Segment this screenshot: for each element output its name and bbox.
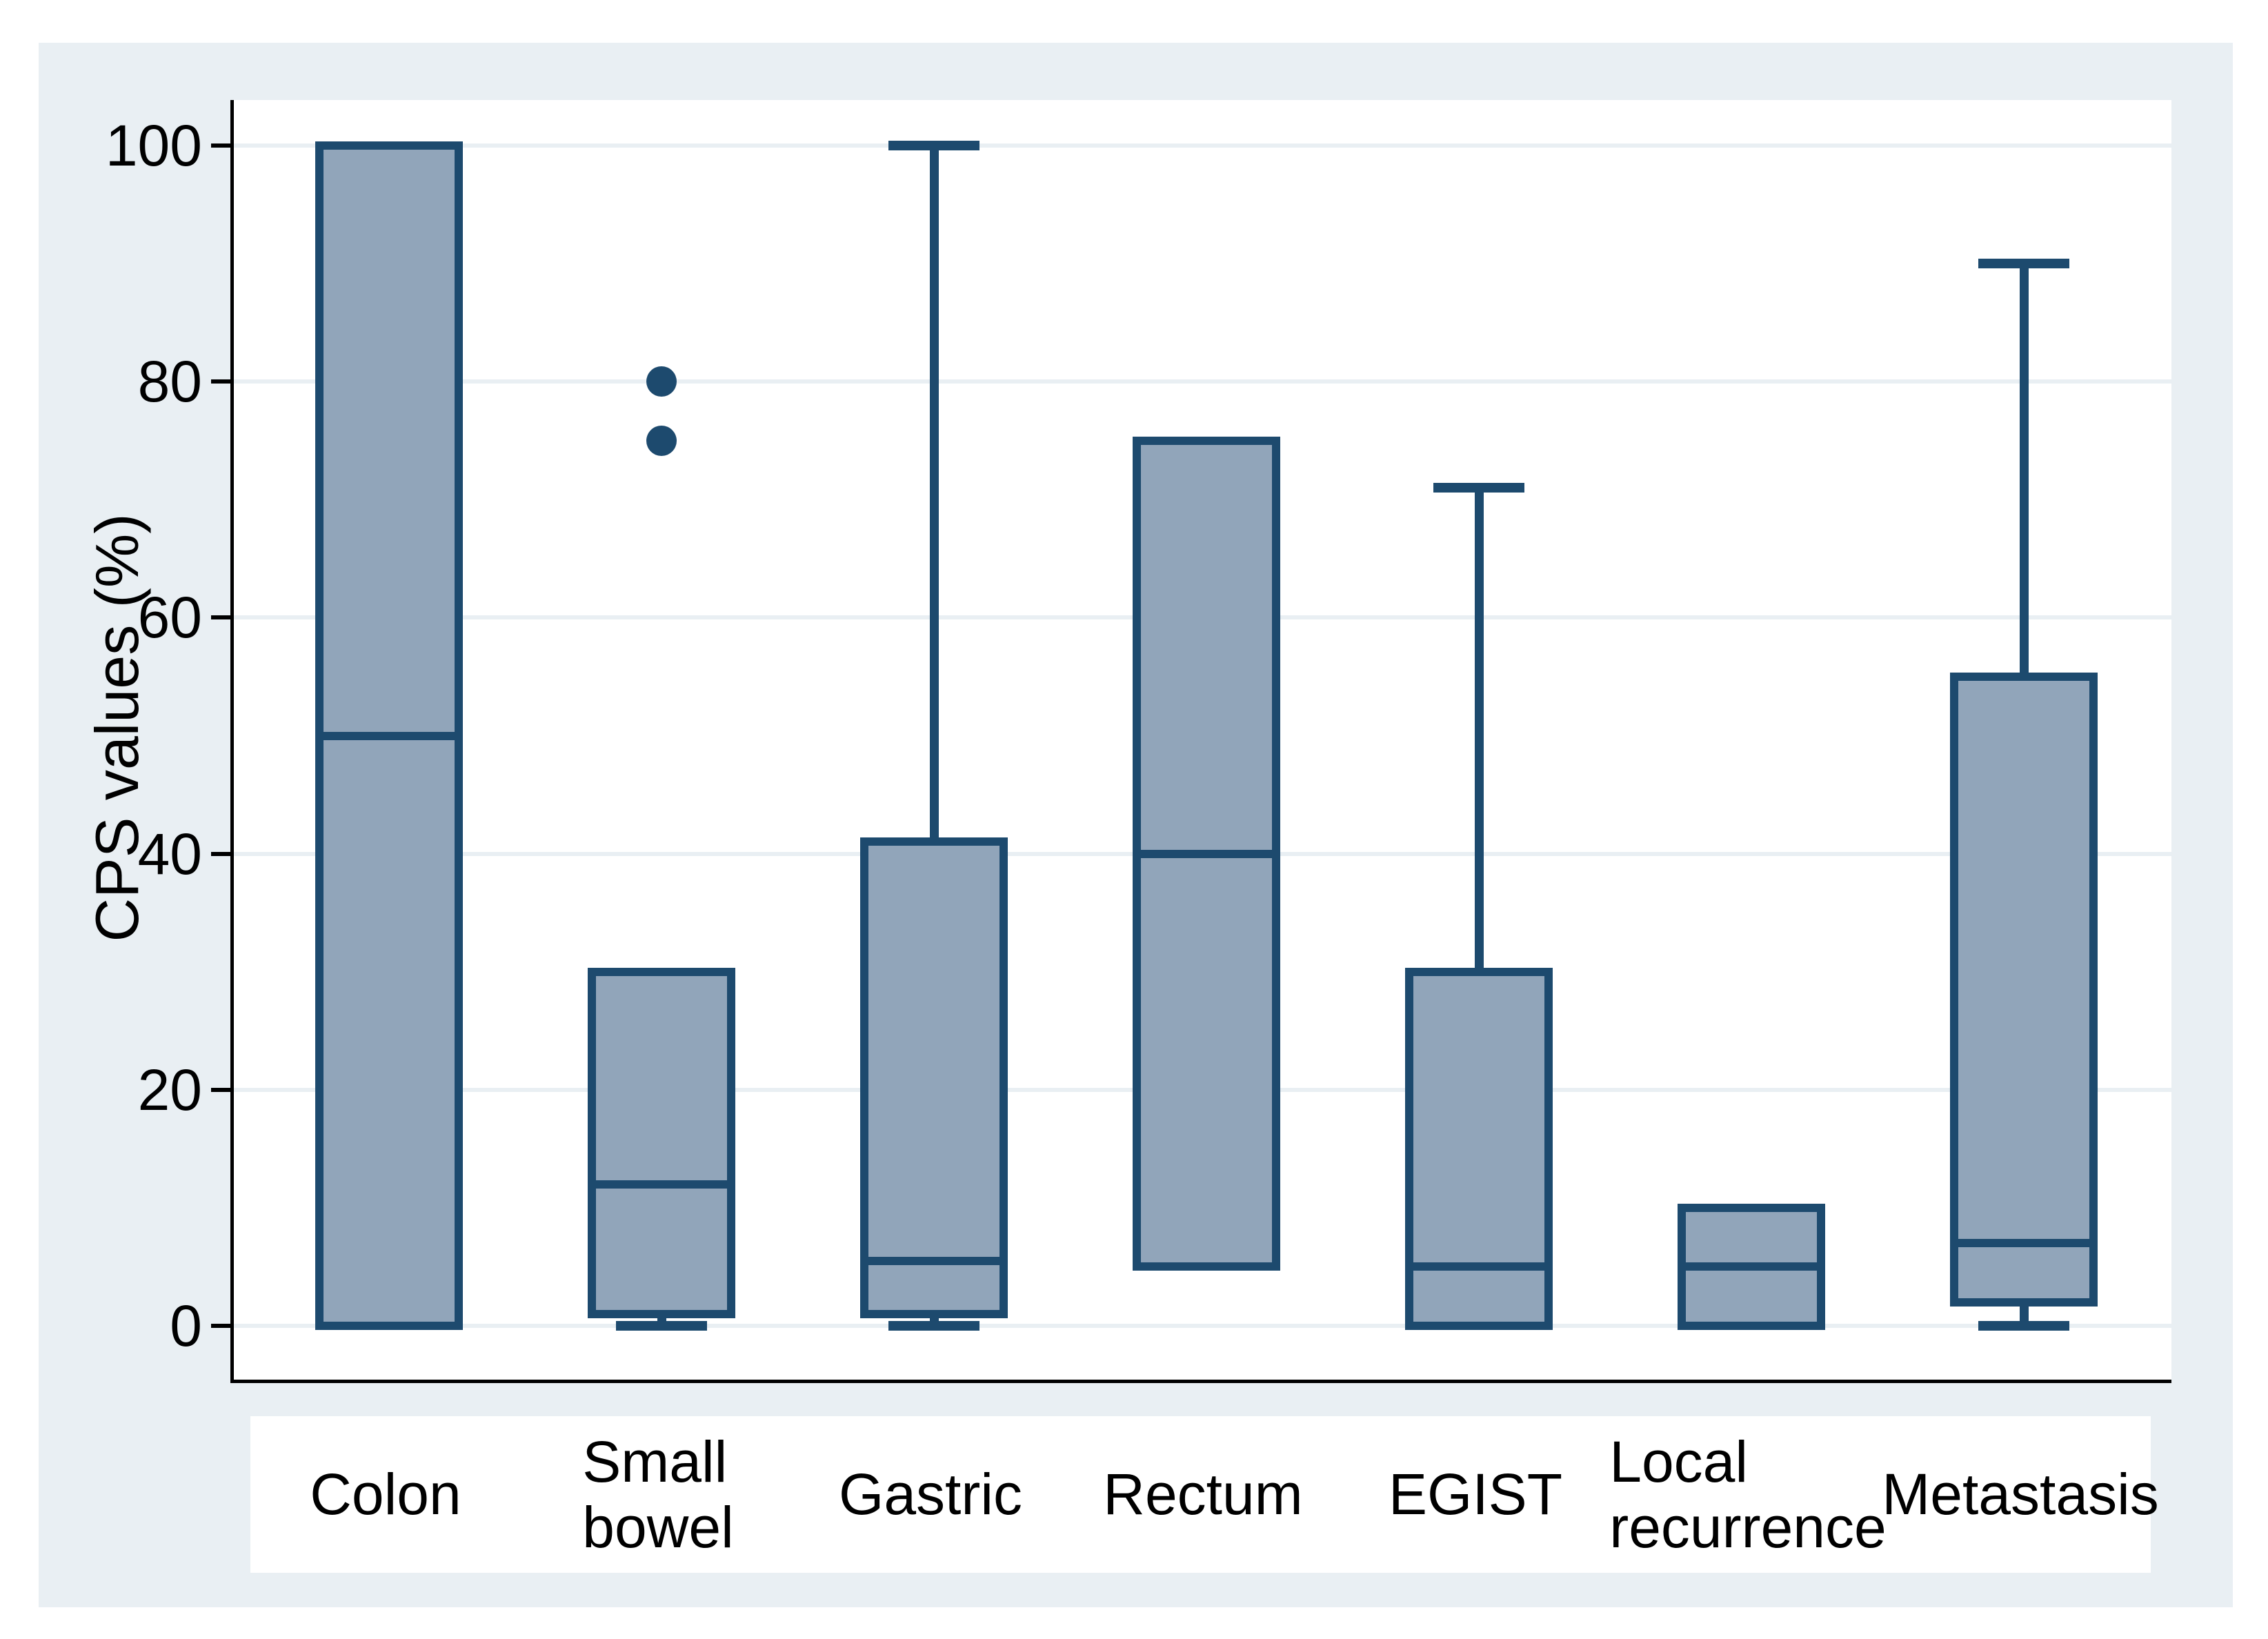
box	[1405, 967, 1553, 1330]
whisker-stem	[2019, 1302, 2029, 1326]
y-tick-mark	[211, 1087, 234, 1092]
x-category-label: Gastric	[839, 1416, 1022, 1573]
y-tick-mark	[211, 851, 234, 856]
y-gridline	[234, 379, 2171, 384]
whisker-stem	[1474, 488, 1484, 972]
median-line	[1686, 1262, 1817, 1271]
x-category-label: Rectum	[1103, 1416, 1302, 1573]
y-tick-mark	[211, 379, 234, 384]
x-category-label: Colon	[310, 1416, 461, 1573]
median-line	[1413, 1262, 1544, 1271]
whisker-cap	[616, 1321, 707, 1331]
x-category-label-text: Metastasis	[1882, 1462, 2159, 1527]
whisker-cap	[1433, 483, 1524, 493]
median-line	[596, 1180, 727, 1189]
median-line	[324, 731, 455, 740]
y-tick-mark	[211, 1324, 234, 1328]
x-category-label: Metastasis	[1882, 1416, 2158, 1573]
median-line	[1141, 849, 1272, 858]
y-tick-label: 80	[137, 349, 202, 415]
x-category-label: EGIST	[1389, 1416, 1562, 1573]
y-tick-label: 100	[105, 113, 202, 178]
plot-area	[230, 100, 2171, 1383]
median-line	[868, 1256, 999, 1265]
y-tick-label: 40	[137, 821, 202, 886]
x-category-label-text: EGIST	[1388, 1462, 1563, 1527]
median-line	[1958, 1239, 2089, 1248]
whisker-cap	[888, 1321, 979, 1331]
outlier-dot	[646, 366, 677, 397]
x-category-label: Local recurrence	[1609, 1416, 1887, 1573]
y-gridline	[234, 1324, 2171, 1328]
whisker-cap	[888, 141, 979, 150]
whisker-cap	[1978, 1321, 2069, 1331]
y-tick-label: 0	[170, 1293, 202, 1358]
y-tick-label: 20	[137, 1057, 202, 1122]
box	[1950, 672, 2098, 1307]
whisker-stem	[2019, 264, 2029, 677]
x-category-label-text: Gastric	[838, 1462, 1023, 1527]
box	[588, 967, 735, 1318]
x-category-label-text: Colon	[310, 1462, 461, 1527]
y-tick-mark	[211, 615, 234, 620]
box	[860, 837, 1008, 1318]
outlier-dot	[646, 425, 677, 456]
y-gridline	[234, 143, 2171, 148]
whisker-cap	[1978, 259, 2069, 269]
x-category-label-text: Local recurrence	[1609, 1429, 1887, 1560]
x-category-label-text: Small bowel	[582, 1429, 734, 1560]
x-category-label: Small bowel	[582, 1416, 733, 1573]
x-label-band: Colon Small bowel Gastric Rectum EGIST Local …	[250, 1416, 2159, 1573]
y-tick-label: 60	[137, 585, 202, 650]
whisker-stem	[929, 146, 939, 842]
x-category-label-text: Rectum	[1103, 1462, 1303, 1527]
y-tick-mark	[211, 143, 234, 148]
